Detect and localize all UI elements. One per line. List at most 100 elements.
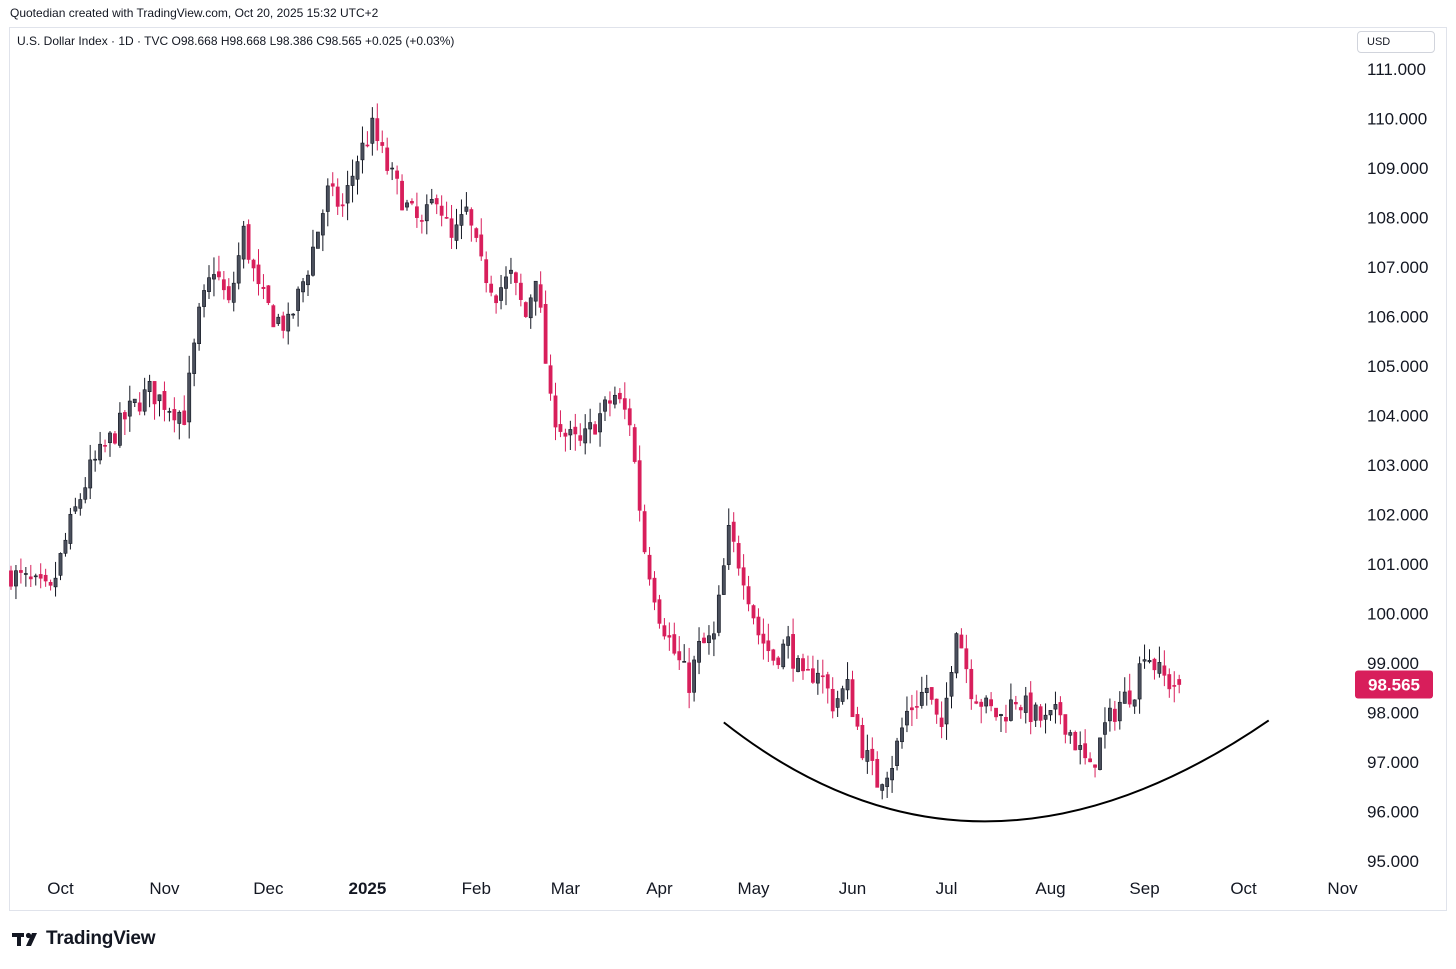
candle <box>900 717 904 749</box>
last-price-tag <box>1355 670 1433 699</box>
candle <box>1038 704 1043 728</box>
candle <box>637 445 642 522</box>
candle <box>350 159 355 203</box>
price-axis-label: 110.000 <box>1367 110 1427 129</box>
candle <box>880 783 885 800</box>
tradingview-footer[interactable]: TradingView <box>12 928 156 950</box>
candle <box>212 257 216 297</box>
candle <box>157 394 162 417</box>
candle <box>390 162 395 181</box>
candle <box>33 573 38 586</box>
candles-group <box>9 103 1182 800</box>
candle <box>439 195 444 227</box>
candle <box>137 392 142 416</box>
price-axis-label: 101.000 <box>1367 555 1428 574</box>
candle <box>622 382 627 420</box>
candle <box>1147 649 1152 664</box>
candle <box>177 410 182 440</box>
candle <box>766 623 771 662</box>
tradingview-brand-text: TradingView <box>46 928 156 949</box>
candle <box>504 266 508 306</box>
candle <box>380 130 385 154</box>
candle <box>543 290 548 364</box>
candle <box>1053 691 1058 724</box>
time-axis-label: 2025 <box>348 879 386 898</box>
candle <box>1122 677 1127 704</box>
candle <box>1088 752 1093 763</box>
candle <box>48 579 53 591</box>
candle <box>716 585 721 637</box>
candle <box>558 410 563 438</box>
price-axis-label: 102.000 <box>1367 506 1428 525</box>
candle <box>964 634 969 684</box>
candle <box>583 414 588 455</box>
rounded-bottom-curve <box>723 719 1270 823</box>
candle <box>83 477 88 504</box>
candle <box>1172 671 1177 703</box>
candle <box>979 698 984 724</box>
candle <box>122 410 127 436</box>
candle <box>1004 704 1008 733</box>
candle <box>791 618 796 682</box>
candle <box>1023 686 1028 724</box>
candle <box>905 696 909 733</box>
candle <box>187 355 192 439</box>
candle <box>608 391 612 417</box>
candle <box>969 659 974 710</box>
candle <box>68 507 73 550</box>
candle <box>1093 764 1097 778</box>
candle <box>1078 731 1083 765</box>
candle <box>494 294 499 314</box>
candle <box>241 220 246 269</box>
candle <box>528 294 533 329</box>
candle <box>538 271 543 313</box>
price-axis-label: 103.000 <box>1367 456 1428 475</box>
candle <box>1083 729 1088 765</box>
candle <box>449 204 454 249</box>
candle <box>994 707 998 721</box>
currency-selector[interactable]: USD <box>1357 31 1435 53</box>
candle <box>291 313 296 319</box>
candle <box>518 273 523 307</box>
candle <box>1103 707 1107 749</box>
candle <box>949 666 954 709</box>
candle <box>18 558 23 584</box>
candle <box>217 255 221 281</box>
candle <box>311 229 315 277</box>
candle <box>226 278 231 304</box>
candle <box>934 698 939 724</box>
candle <box>1043 703 1048 734</box>
candle <box>939 701 944 739</box>
candle <box>548 354 553 401</box>
symbol-legend: U.S. Dollar Index · 1D · TVC O98.668 H98… <box>17 34 455 48</box>
candle <box>890 755 895 793</box>
candle <box>410 198 414 206</box>
candle <box>840 685 845 705</box>
candle <box>632 423 637 464</box>
candle <box>162 381 167 422</box>
candle <box>810 655 815 684</box>
candle <box>78 493 83 516</box>
candle <box>271 304 276 328</box>
candle <box>974 694 979 705</box>
candle <box>197 302 202 351</box>
candle <box>959 628 964 649</box>
candle <box>578 423 583 447</box>
candle <box>707 625 711 655</box>
candle <box>761 618 766 660</box>
tradingview-logo-icon <box>12 932 37 946</box>
candle <box>142 377 147 416</box>
time-axis-label: Aug <box>1035 879 1065 898</box>
candle <box>23 567 28 587</box>
candle <box>434 194 439 215</box>
candle <box>296 286 301 327</box>
rounded-bottom-curve-group <box>723 719 1270 823</box>
candle <box>28 564 33 588</box>
candle <box>330 172 335 197</box>
candle <box>484 251 489 293</box>
time-axis-label: Mar <box>551 879 581 898</box>
candle <box>306 270 310 296</box>
candle <box>202 284 206 318</box>
candle <box>113 430 117 445</box>
